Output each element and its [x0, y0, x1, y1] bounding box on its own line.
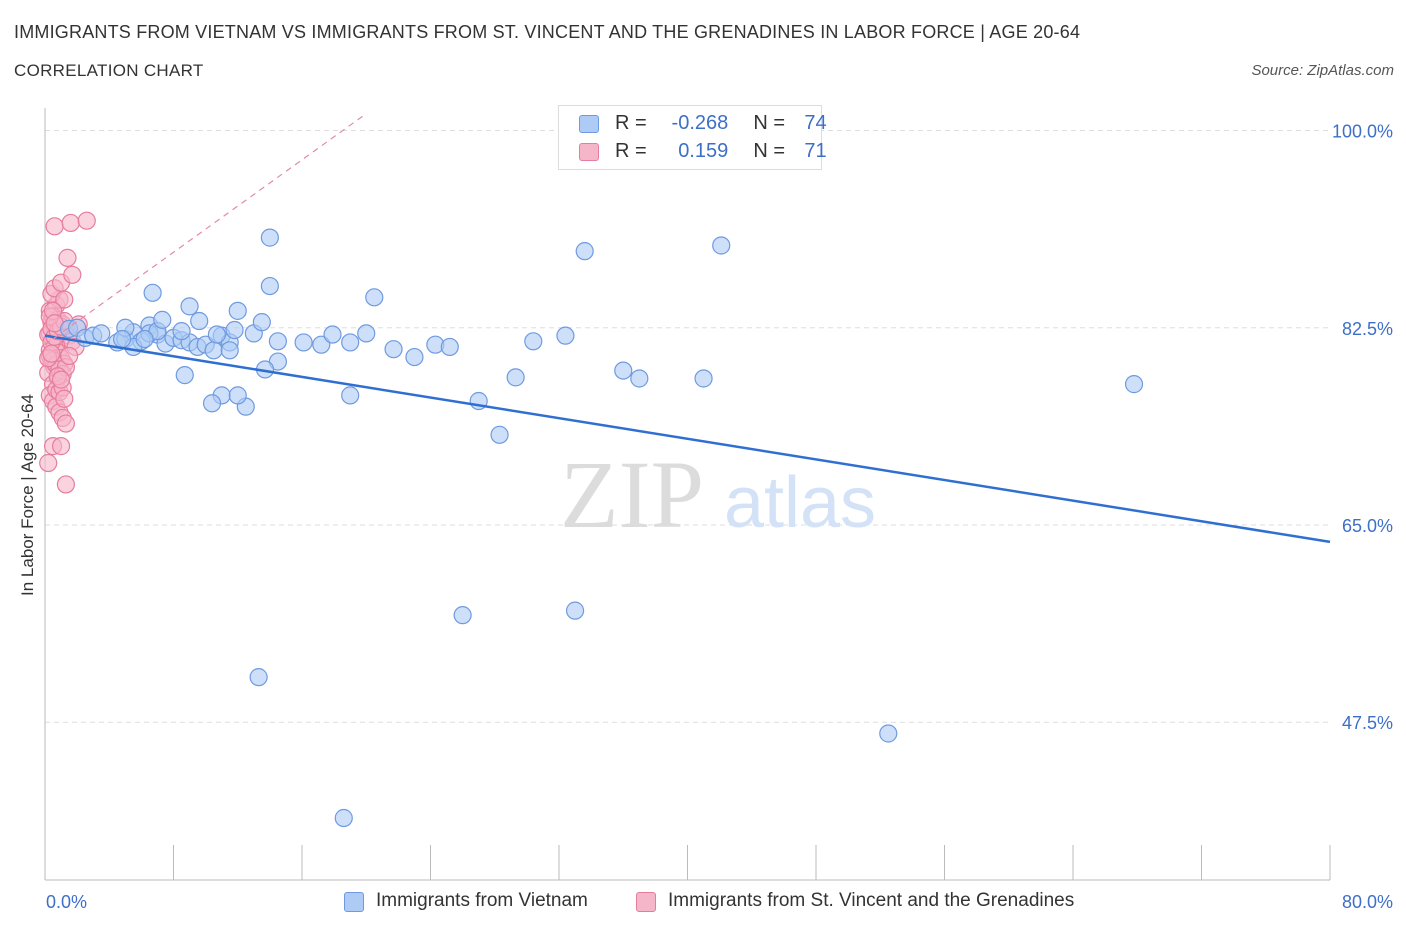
vietnam-point [565, 601, 585, 620]
source-label: Source: ZipAtlas.com [1251, 62, 1394, 79]
vietnam-point [575, 242, 594, 261]
stvincent-point [63, 265, 82, 284]
vietnam-point [180, 297, 199, 316]
stvincent-point [56, 475, 75, 494]
vietnam-point [630, 369, 649, 388]
legend-n-value-stvincent: 71 [804, 140, 827, 162]
vietnam-point [143, 283, 162, 302]
vietnam-point [490, 425, 509, 444]
tick-labels: 47.5% 65.0% 82.5% 100.0% 0.0% 80.0% [46, 122, 1393, 912]
vietnam-point [153, 310, 172, 329]
stvincent-point [56, 414, 75, 433]
legend-n-label: N = [753, 112, 786, 134]
y-tick-label: 100.0% [1332, 122, 1393, 142]
legend-swatch-stvincent [579, 143, 599, 161]
vietnam-point [405, 347, 424, 367]
watermark-zip: ZIP [560, 441, 704, 548]
bottom-legend-swatch-vietnam [344, 892, 364, 912]
bottom-legend-label-stvincent: Immigrants from St. Vincent and the Gren… [668, 890, 1075, 911]
series-stvincent-points [39, 211, 96, 494]
chart-subtitle: CORRELATION CHART [14, 61, 204, 80]
vietnam-point [252, 313, 271, 332]
vietnam-point [384, 340, 403, 359]
stvincent-point [55, 290, 74, 309]
vietnam-point [268, 332, 288, 351]
legend-r-value-stvincent: 0.159 [678, 140, 729, 162]
legend-r-label: R = [615, 112, 647, 134]
vietnam-point [334, 808, 353, 828]
vietnam-point [92, 324, 111, 343]
stvincent-point [77, 211, 96, 230]
vietnam-point [202, 394, 222, 413]
vietnam-point [172, 322, 191, 341]
x-tick-label-min: 0.0% [46, 892, 87, 912]
vietnam-point [225, 320, 244, 340]
stvincent-point [58, 248, 77, 267]
vietnam-point [506, 368, 525, 387]
watermark-atlas: atlas [724, 463, 876, 543]
vietnam-point [175, 366, 194, 385]
vietnam-point [879, 724, 898, 743]
bottom-legend-label-vietnam: Immigrants from Vietnam [376, 890, 588, 911]
x-tick-label-max: 80.0% [1342, 892, 1393, 912]
stvincent-point [45, 217, 64, 236]
correlation-legend: R = -0.268 N = 74 R = 0.159 N = 71 [558, 105, 827, 170]
vietnam-point [135, 329, 154, 349]
vietnam-point [190, 311, 209, 331]
vietnam-point [260, 228, 279, 247]
legend-r-label: R = [615, 140, 647, 162]
vietnam-point [228, 301, 247, 320]
vietnam-point [207, 325, 226, 344]
stvincent-point [59, 346, 79, 366]
stvincent-point [55, 389, 74, 408]
vietnam-point [365, 288, 384, 307]
vietnam-point [712, 236, 731, 255]
stvincent-point [61, 213, 80, 233]
vietnam-point [294, 333, 313, 352]
y-tick-label: 47.5% [1342, 713, 1393, 733]
chart-title: IMMIGRANTS FROM VIETNAM VS IMMIGRANTS FR… [14, 22, 1081, 42]
trend-line-vietnam [44, 334, 1331, 544]
y-tick-label: 65.0% [1342, 516, 1393, 536]
gridlines [45, 130, 1330, 723]
bottom-legend-swatch-stvincent [636, 892, 656, 912]
vietnam-point [694, 369, 713, 388]
vietnam-point [614, 361, 633, 380]
vietnam-point [323, 325, 342, 344]
vietnam-point [260, 276, 279, 296]
vietnam-point [341, 386, 360, 405]
stvincent-point [42, 344, 61, 363]
vietnam-point [556, 326, 575, 345]
trend-line-stvincent [44, 113, 367, 346]
legend-n-value-vietnam: 74 [804, 112, 827, 134]
vietnam-point [453, 606, 472, 625]
vietnam-point [341, 333, 360, 352]
y-axis-label: In Labor Force | Age 20-64 [18, 394, 37, 596]
legend-n-label: N = [753, 140, 786, 162]
vietnam-point [1124, 375, 1144, 394]
vietnam-point [440, 337, 459, 357]
stvincent-point [51, 370, 71, 389]
vietnam-point [312, 335, 331, 354]
stvincent-point [51, 437, 71, 456]
vietnam-point [249, 668, 268, 687]
legend-swatch-vietnam [579, 115, 599, 133]
trend-lines [44, 113, 1331, 544]
vietnam-point [357, 324, 376, 343]
stvincent-point [39, 453, 58, 473]
y-tick-label: 82.5% [1342, 319, 1393, 339]
vietnam-point [220, 341, 239, 360]
legend-r-value-vietnam: -0.268 [671, 112, 729, 134]
vietnam-point [524, 332, 543, 351]
vietnam-point [112, 329, 132, 349]
vietnam-point [228, 386, 247, 405]
axes [44, 108, 1331, 881]
